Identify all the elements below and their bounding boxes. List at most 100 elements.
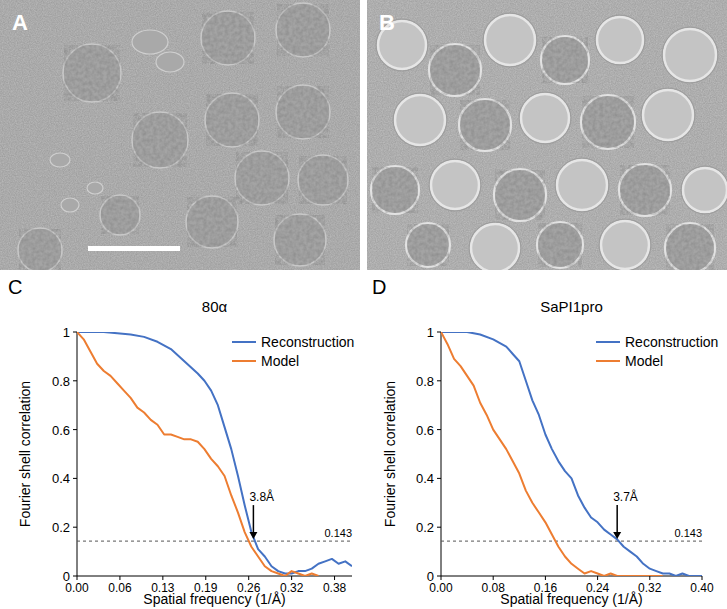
y-axis-label: Fourier shell correlation	[17, 381, 33, 527]
capsid-texture	[495, 170, 545, 220]
capsid-texture	[101, 196, 139, 234]
capsid-edge	[469, 222, 521, 270]
debris	[132, 30, 168, 54]
y-tick-label: 0.8	[52, 374, 70, 389]
empty-capsid	[601, 221, 649, 269]
y-tick-label: 0.4	[52, 471, 70, 486]
legend-label: Model	[625, 353, 663, 369]
x-tick-label: 0.40	[690, 581, 714, 595]
x-tick	[334, 576, 335, 580]
plot-area	[441, 332, 702, 576]
y-tick	[73, 527, 77, 528]
y-tick-label: 0.2	[52, 520, 70, 535]
y-tick-label: 0.4	[416, 471, 434, 486]
y-tick	[73, 478, 77, 479]
threshold-label: 0.143	[674, 527, 702, 539]
y-tick	[73, 429, 77, 430]
empty-capsid	[597, 17, 643, 63]
capsid-texture	[275, 215, 325, 265]
annotation-text: 3.8Å	[249, 489, 274, 504]
capsid	[619, 164, 671, 216]
x-axis-label: Spatial frequency (1/Å)	[143, 591, 285, 607]
annotation-arrow	[616, 505, 618, 533]
capsid-edge	[641, 88, 695, 142]
capsid-edge	[519, 92, 571, 144]
panel-label: A	[12, 10, 28, 35]
legend-swatch	[232, 341, 256, 343]
capsid	[537, 222, 583, 268]
capsid-texture	[133, 113, 187, 167]
legend-swatch	[596, 360, 620, 362]
y-axis	[441, 332, 442, 576]
y-tick	[437, 332, 441, 333]
fsc-curve	[441, 332, 663, 576]
x-tick	[77, 576, 78, 580]
empty-capsid	[471, 224, 519, 270]
plot-area	[77, 332, 352, 576]
capsid	[132, 112, 188, 168]
capsid	[205, 93, 259, 147]
y-tick-label: 0.8	[416, 374, 434, 389]
scale-bar	[88, 246, 180, 251]
fsc-curve	[441, 332, 702, 576]
x-tick	[545, 576, 546, 580]
x-tick	[493, 576, 494, 580]
capsid-edge	[595, 15, 645, 65]
y-tick-label: 0.6	[52, 423, 70, 438]
capsid-texture	[430, 45, 480, 95]
y-tick-label: 1	[63, 325, 70, 340]
capsid-edge	[662, 27, 718, 83]
threshold-line	[441, 541, 702, 542]
y-tick	[73, 380, 77, 381]
figure: ABC80α00.20.40.60.810.000.060.130.190.26…	[0, 0, 727, 609]
fsc-chart: DSaPI1pro00.20.40.60.810.000.080.160.240…	[372, 276, 718, 607]
capsid-texture	[64, 45, 120, 101]
y-axis	[77, 332, 78, 576]
empty-capsid	[485, 15, 535, 65]
capsid	[581, 95, 635, 149]
legend-swatch	[232, 360, 256, 362]
fsc-chart: C80α00.20.40.60.810.000.060.130.190.260.…	[8, 276, 354, 607]
y-tick	[437, 429, 441, 430]
x-tick	[597, 576, 598, 580]
threshold-label: 0.143	[324, 527, 352, 539]
panel-label: B	[379, 10, 395, 35]
capsid-texture	[187, 197, 237, 247]
legend-swatch	[596, 341, 620, 343]
legend-label: Model	[261, 353, 299, 369]
empty-capsid	[557, 160, 607, 210]
y-tick-label: 0.2	[416, 520, 434, 535]
x-tick-label: 0.00	[429, 581, 453, 595]
debris	[156, 52, 184, 72]
capsid	[459, 99, 511, 151]
x-tick	[441, 576, 442, 580]
micrograph	[0, 0, 360, 270]
capsid	[100, 195, 140, 235]
threshold-line	[77, 541, 352, 542]
x-tick-label: 0.06	[108, 581, 132, 595]
micrograph	[367, 0, 727, 270]
x-tick	[248, 576, 249, 580]
x-tick	[649, 576, 650, 580]
capsid-edge	[393, 93, 447, 147]
capsid-texture	[582, 96, 634, 148]
capsid	[63, 44, 121, 102]
capsid-edge	[483, 13, 537, 67]
capsid-texture	[538, 223, 582, 267]
annotation-arrow	[253, 505, 255, 533]
capsid-texture	[666, 224, 714, 270]
y-tick-label: 1	[427, 325, 434, 340]
y-axis-label: Fourier shell correlation	[382, 381, 398, 527]
panel-label: D	[372, 276, 386, 298]
capsid-texture	[277, 4, 329, 56]
empty-capsid	[683, 168, 727, 212]
capsid-texture	[542, 37, 588, 83]
capsid-texture	[19, 229, 61, 270]
panel-label: C	[8, 276, 22, 298]
empty-capsid	[395, 95, 445, 145]
capsid-edge	[429, 159, 481, 211]
capsid-texture	[299, 156, 347, 204]
capsid	[494, 169, 546, 221]
capsid-texture	[202, 12, 254, 64]
y-tick	[73, 332, 77, 333]
